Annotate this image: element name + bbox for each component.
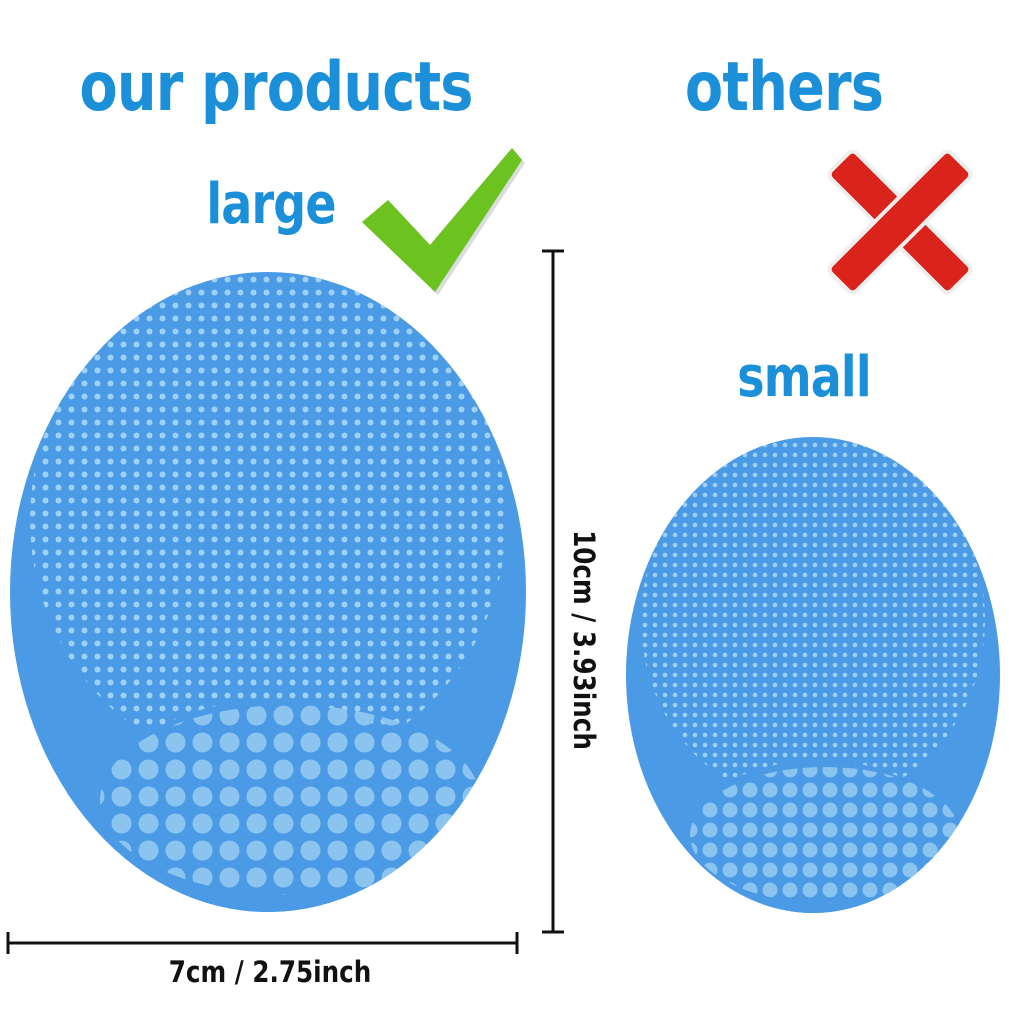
width-dimension-label: 7cm / 2.75inch	[168, 955, 372, 989]
checkmark-icon	[362, 148, 525, 295]
large-label: large	[206, 172, 336, 237]
height-dimension-line	[542, 249, 564, 934]
large-brush	[10, 272, 526, 912]
small-brush	[626, 437, 1000, 913]
cross-icon	[827, 149, 973, 295]
width-dimension-line	[6, 932, 519, 954]
others-heading: others	[684, 48, 884, 127]
our-products-heading: our products	[79, 48, 473, 127]
small-label: small	[737, 345, 871, 410]
height-dimension-label: 10cm / 3.93inch	[567, 530, 601, 750]
